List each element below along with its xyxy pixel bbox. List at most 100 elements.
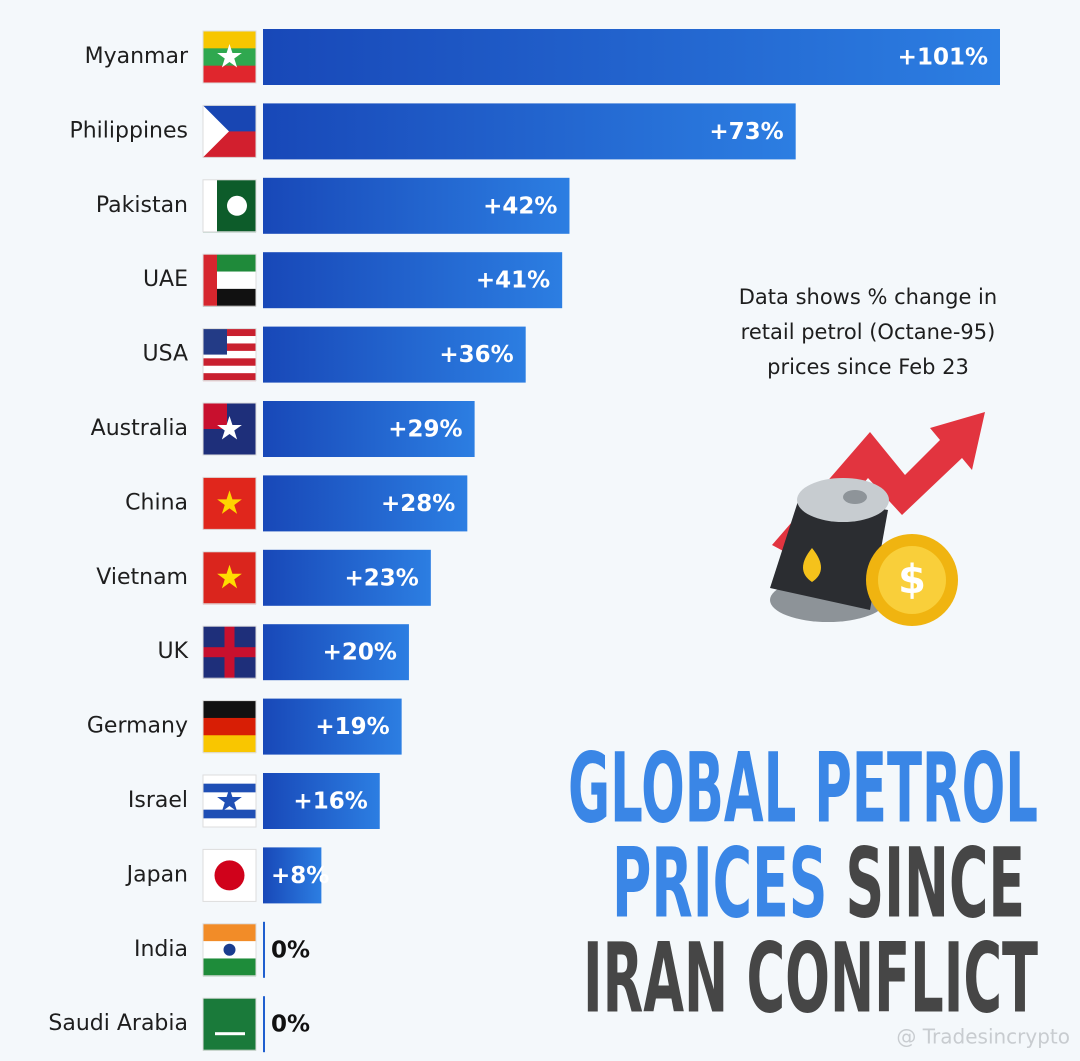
flag-stripe [203,358,256,367]
coin-face [878,546,946,614]
flag-border [202,551,257,605]
flag-stripe [203,735,256,754]
coin-symbol: $ [898,557,926,603]
flag-stripe [203,365,256,374]
bar [263,252,563,309]
flag [202,179,257,233]
chart-title: SINCE [845,827,1025,939]
flag-stripe [203,818,256,828]
flag-stripe [203,998,256,1051]
category-label: Pakistan [96,193,188,218]
category-label: Germany [87,714,188,739]
flag-border [202,848,257,902]
chart-title: GLOBAL PETROL [568,732,1038,844]
flag-dot [223,943,236,956]
flag-canton [203,328,227,355]
bar [263,698,402,755]
flag-cross [224,626,235,679]
flag [202,402,257,456]
barrel-top [797,478,889,522]
bar [263,847,322,904]
barrel-cap [843,490,867,504]
flag [202,328,257,382]
flag-dot [214,860,245,891]
flag-border [202,328,257,382]
bar [263,624,409,681]
annotation: prices since Feb 23 [767,355,969,379]
flag-stripe [203,923,256,942]
category-label: Myanmar [85,44,189,69]
flag-side [203,254,217,307]
category-label: India [134,937,188,962]
flag [202,253,257,307]
flag-border [202,30,257,84]
flag-stripe [203,717,256,736]
flag [202,625,257,679]
flag-border [202,774,257,828]
annotation: Data shows % change in [739,285,997,309]
bar [263,773,380,829]
bar [263,177,570,234]
bar [263,475,468,532]
bar [263,996,265,1053]
watermark: @ Tradesincrypto [896,1025,1070,1049]
flag [202,476,257,530]
value-label: +19% [315,714,389,740]
flag-stripe [203,336,256,344]
bar [263,921,265,978]
flag-star [217,564,242,589]
value-label: +29% [388,417,462,443]
flag-stripe [203,328,256,337]
illustration: $ [770,412,985,626]
category-label: China [125,490,188,515]
category-label: UK [157,639,188,664]
flag-moon [227,195,247,216]
flag-side [203,179,217,232]
flag-stripe [203,958,256,977]
annotation: retail petrol (Octane-95) [741,320,996,344]
value-label: +8% [271,863,329,889]
flag [202,551,257,605]
category-label: UAE [143,267,188,292]
value-label: +28% [381,491,455,517]
barrel-body [770,495,888,610]
category-label: Israel [128,788,188,813]
flag [202,923,257,977]
value-label: +23% [345,565,419,591]
flag-stripe [203,373,256,382]
flag-stripe [203,343,256,352]
flag [202,700,257,754]
chart-title: IRAN CONFLICT [583,922,1038,1034]
flag-star [217,44,242,68]
value-label: +41% [476,268,550,294]
flag-border [202,179,257,233]
flag-stripe [203,809,256,819]
category-label: Japan [125,862,188,887]
value-label: +36% [439,342,513,368]
flag-stripe [203,775,256,785]
flag-border [202,476,257,530]
value-label: 0% [271,937,310,963]
value-label: +73% [709,119,783,145]
flag-border [202,104,257,158]
bar [263,29,1000,85]
flag-stripe [203,65,256,84]
flag-star [217,416,242,440]
flag-border [202,253,257,307]
flag-canton [203,403,227,429]
flag-star [217,490,242,514]
oil-drop [803,548,821,582]
category-label: Vietnam [96,565,188,590]
value-label: +20% [323,640,397,666]
flag-emblem [215,1032,245,1036]
value-label: +101% [898,45,988,71]
bar [263,401,475,457]
flag [202,104,257,158]
flag-stripe [203,350,256,359]
flag-border [202,700,257,754]
flag-stripe [203,700,256,719]
category-label: Philippines [69,118,188,143]
flag [202,774,257,828]
